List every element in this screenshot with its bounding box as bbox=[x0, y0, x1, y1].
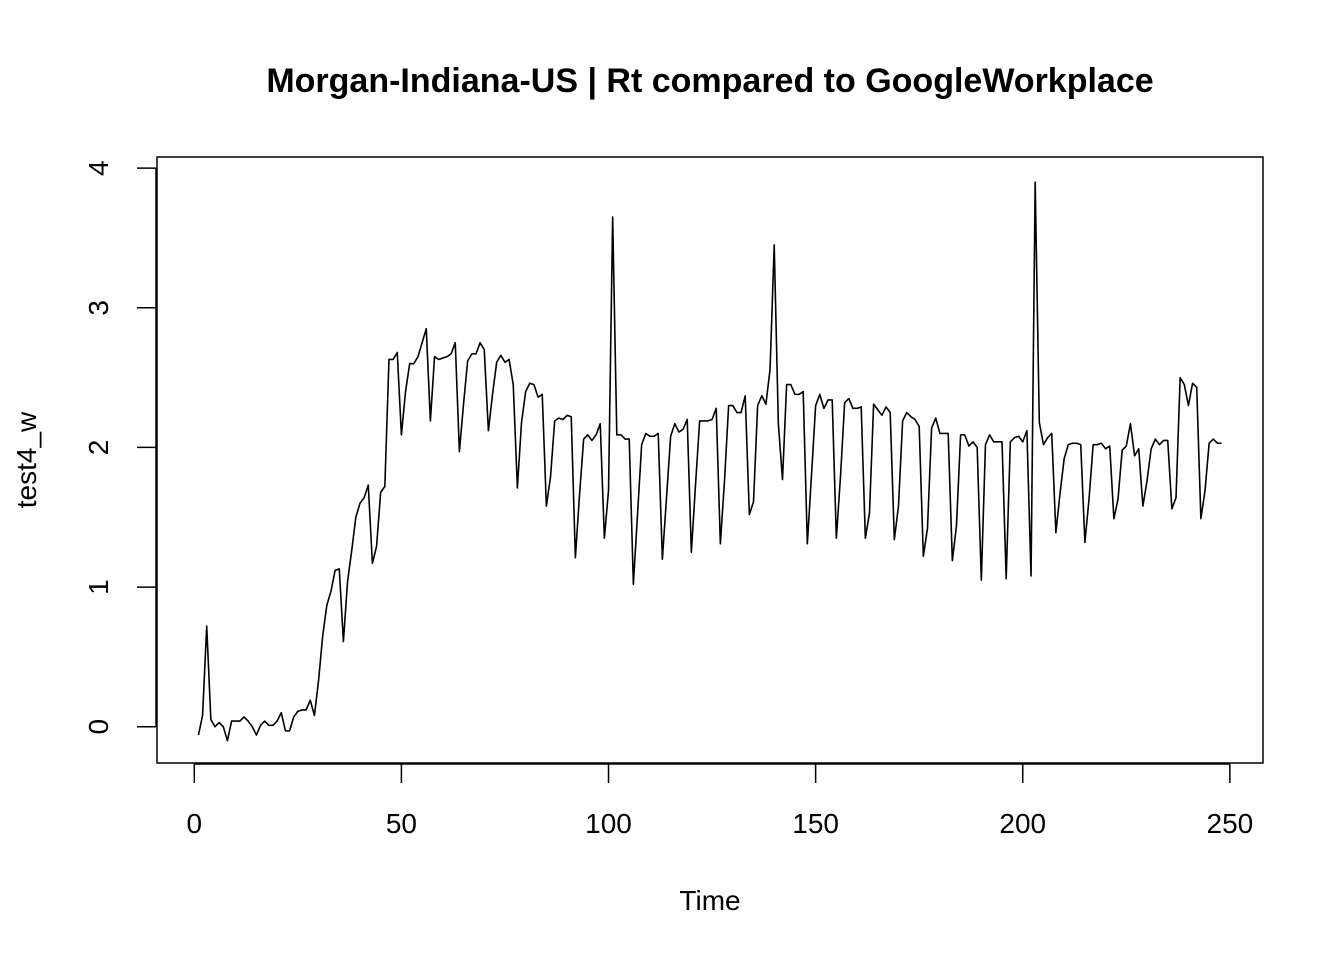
series-line bbox=[197, 181, 1222, 742]
x-tick-label: 0 bbox=[186, 808, 202, 839]
y-axis: 0 1 2 3 4 bbox=[83, 160, 157, 735]
x-axis: 0 50 100 150 200 250 bbox=[186, 763, 1254, 839]
plot-frame bbox=[156, 156, 1264, 764]
x-tick-label: 100 bbox=[585, 808, 632, 839]
x-tick-label: 200 bbox=[999, 808, 1046, 839]
y-tick-label: 4 bbox=[83, 160, 114, 176]
chart-title: Morgan-Indiana-US | Rt compared to Googl… bbox=[266, 62, 1153, 100]
x-tick-label: 250 bbox=[1207, 808, 1254, 839]
x-tick-label: 150 bbox=[792, 808, 839, 839]
y-tick-label: 0 bbox=[83, 719, 114, 735]
y-tick-label: 3 bbox=[83, 300, 114, 316]
y-tick-label: 1 bbox=[83, 579, 114, 595]
x-axis-label: Time bbox=[679, 885, 740, 916]
x-tick-label: 50 bbox=[386, 808, 417, 839]
y-axis-label: test4_w bbox=[11, 411, 42, 508]
y-tick-label: 2 bbox=[83, 440, 114, 456]
